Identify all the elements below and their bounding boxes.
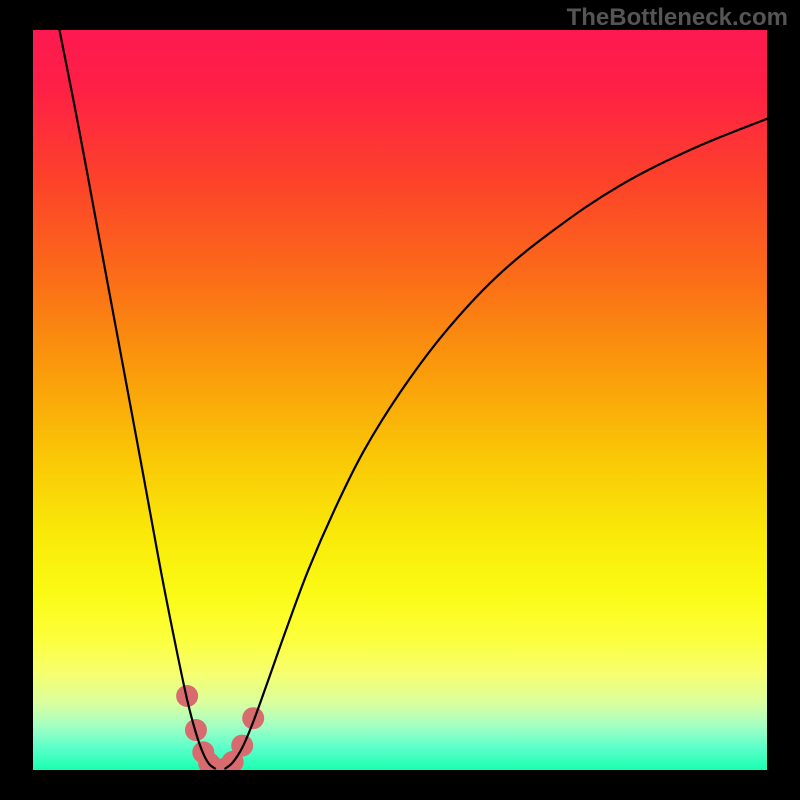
curve-right: [225, 119, 767, 769]
bottleneck-curve-layer: [33, 30, 767, 770]
chart-plot-area: [33, 30, 767, 770]
curve-left: [55, 30, 215, 769]
curve-marker: [242, 707, 264, 729]
watermark-text: TheBottleneck.com: [567, 4, 788, 32]
